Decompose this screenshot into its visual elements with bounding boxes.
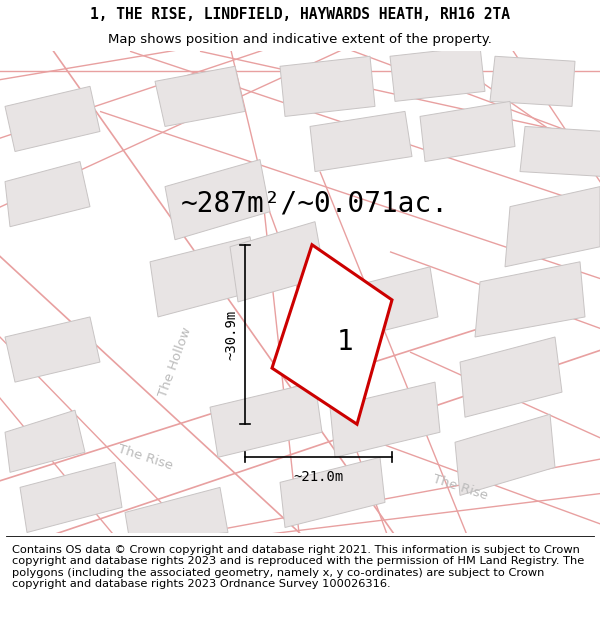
Polygon shape <box>280 458 385 528</box>
Polygon shape <box>125 488 228 542</box>
Text: The Rise: The Rise <box>431 472 489 502</box>
Polygon shape <box>420 101 515 161</box>
Polygon shape <box>280 56 375 116</box>
Polygon shape <box>475 262 585 337</box>
Text: 1: 1 <box>337 328 353 356</box>
Text: ~30.9m: ~30.9m <box>224 309 238 359</box>
Polygon shape <box>455 414 555 496</box>
Polygon shape <box>20 462 122 532</box>
Polygon shape <box>330 267 438 342</box>
Polygon shape <box>5 161 90 227</box>
Polygon shape <box>390 46 485 101</box>
Polygon shape <box>155 66 245 126</box>
Text: ~21.0m: ~21.0m <box>293 471 344 484</box>
Polygon shape <box>150 237 260 317</box>
Text: The Rise: The Rise <box>116 442 174 472</box>
Polygon shape <box>230 222 325 302</box>
Polygon shape <box>460 337 562 418</box>
Text: Contains OS data © Crown copyright and database right 2021. This information is : Contains OS data © Crown copyright and d… <box>12 544 584 589</box>
Polygon shape <box>330 382 440 458</box>
Text: 1, THE RISE, LINDFIELD, HAYWARDS HEATH, RH16 2TA: 1, THE RISE, LINDFIELD, HAYWARDS HEATH, … <box>90 7 510 22</box>
Polygon shape <box>5 317 100 382</box>
Text: The Hollow: The Hollow <box>157 325 194 399</box>
Polygon shape <box>165 159 270 240</box>
Polygon shape <box>5 86 100 151</box>
Polygon shape <box>505 187 600 267</box>
Polygon shape <box>520 126 600 177</box>
Text: Map shows position and indicative extent of the property.: Map shows position and indicative extent… <box>108 34 492 46</box>
Polygon shape <box>490 56 575 106</box>
Polygon shape <box>310 111 412 171</box>
Text: ~287m²/~0.071ac.: ~287m²/~0.071ac. <box>181 189 449 218</box>
Polygon shape <box>272 245 392 424</box>
Polygon shape <box>210 382 322 458</box>
Polygon shape <box>5 410 85 472</box>
